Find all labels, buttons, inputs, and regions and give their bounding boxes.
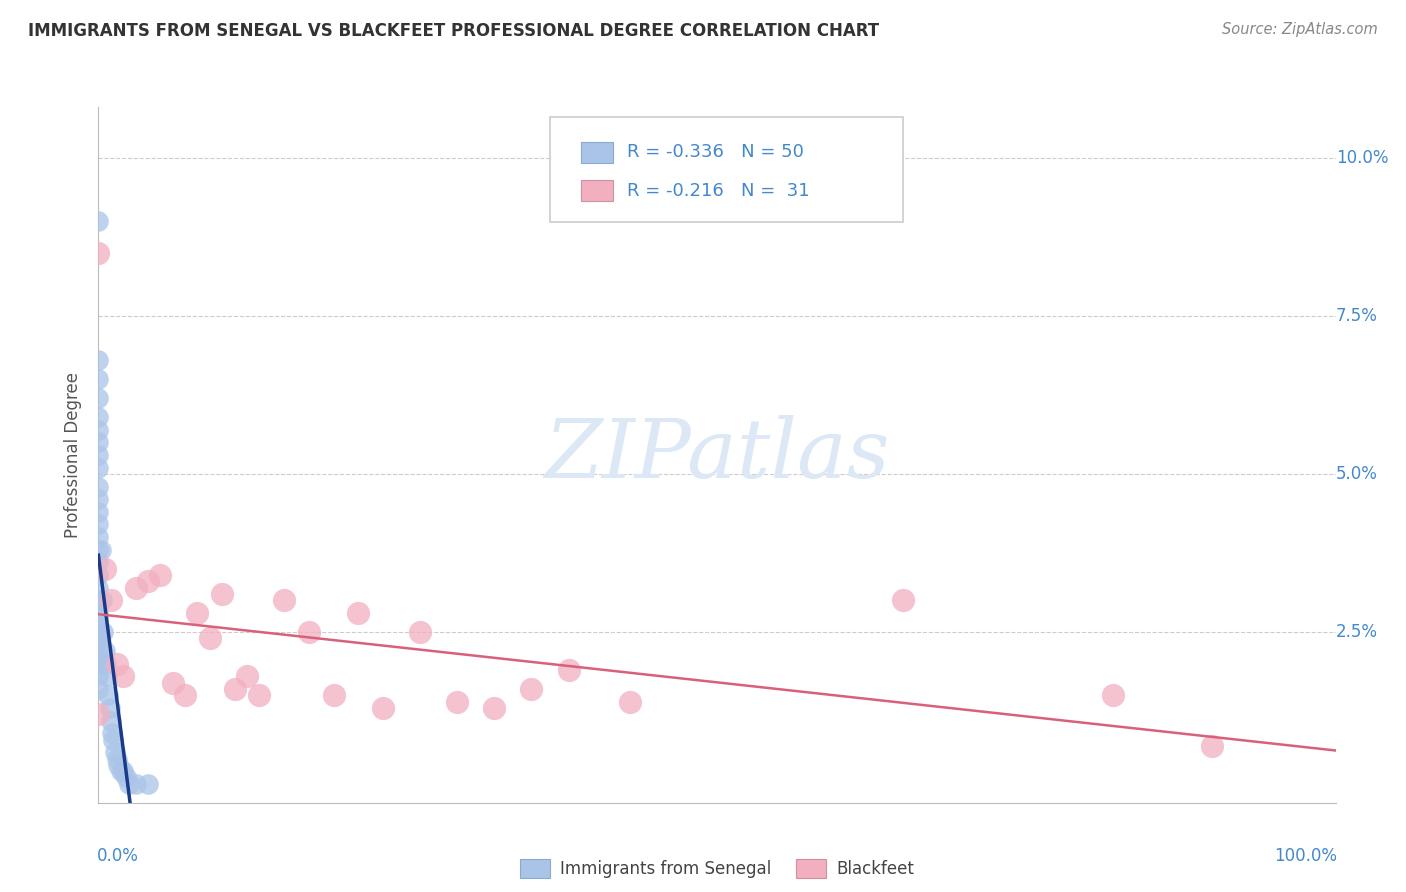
Point [105, 751, 128, 765]
Point [87, 657, 110, 671]
Point [236, 669, 259, 683]
Point [90, 542, 112, 557]
Point [87, 435, 110, 450]
Point [124, 777, 146, 791]
Point [87, 644, 110, 658]
Point [87, 448, 110, 462]
Point [98, 701, 121, 715]
Point [87, 581, 110, 595]
Text: IMMIGRANTS FROM SENEGAL VS BLACKFEET PROFESSIONAL DEGREE CORRELATION CHART: IMMIGRANTS FROM SENEGAL VS BLACKFEET PRO… [28, 22, 879, 40]
Point [94, 657, 117, 671]
Text: 100.0%: 100.0% [1274, 847, 1337, 865]
Text: 0.0%: 0.0% [97, 847, 139, 865]
Point [118, 777, 141, 791]
Point [103, 732, 125, 747]
Point [112, 669, 135, 683]
Text: Source: ZipAtlas.com: Source: ZipAtlas.com [1222, 22, 1378, 37]
Point [87, 409, 110, 424]
Point [93, 562, 115, 576]
Point [87, 556, 110, 570]
Point [87, 479, 110, 493]
Text: 10.0%: 10.0% [1336, 149, 1388, 167]
Point [149, 568, 172, 582]
Point [87, 372, 110, 386]
Point [87, 568, 110, 582]
Point [87, 632, 110, 646]
Point [1201, 739, 1223, 753]
Point [136, 777, 159, 791]
Y-axis label: Professional Degree: Professional Degree [65, 372, 83, 538]
Text: R = -0.216   N =  31: R = -0.216 N = 31 [627, 182, 810, 200]
Point [371, 701, 394, 715]
Point [112, 764, 135, 779]
Point [136, 574, 159, 589]
Point [87, 353, 110, 368]
Point [87, 517, 110, 532]
Point [103, 745, 125, 759]
Point [557, 663, 579, 677]
Point [87, 625, 110, 640]
Point [93, 644, 115, 658]
Point [87, 618, 110, 632]
FancyBboxPatch shape [581, 180, 613, 201]
Point [891, 593, 914, 607]
Text: 2.5%: 2.5% [1336, 623, 1378, 641]
Point [520, 681, 543, 696]
Point [87, 460, 110, 475]
Point [87, 606, 110, 620]
Point [110, 764, 132, 779]
Point [107, 757, 129, 772]
Point [162, 675, 184, 690]
Point [186, 606, 208, 620]
Point [247, 688, 270, 702]
Point [124, 581, 146, 595]
Point [87, 650, 110, 665]
Text: R = -0.336   N = 50: R = -0.336 N = 50 [627, 144, 804, 161]
Point [322, 688, 344, 702]
FancyBboxPatch shape [550, 118, 903, 222]
Point [87, 542, 110, 557]
Point [87, 423, 110, 437]
Point [174, 688, 197, 702]
Point [87, 214, 110, 228]
Point [484, 701, 506, 715]
Point [87, 530, 110, 544]
Point [87, 638, 110, 652]
Point [224, 681, 246, 696]
Point [101, 726, 124, 740]
Text: 5.0%: 5.0% [1336, 465, 1378, 483]
Point [100, 714, 122, 728]
Point [97, 688, 120, 702]
Point [96, 669, 118, 683]
Point [87, 391, 110, 405]
Point [105, 657, 128, 671]
Point [87, 669, 110, 683]
Point [211, 587, 233, 601]
Point [114, 771, 136, 785]
Point [409, 625, 432, 640]
Point [87, 492, 110, 507]
Point [198, 632, 221, 646]
Point [87, 612, 110, 626]
Point [619, 695, 641, 709]
Point [87, 593, 110, 607]
Point [91, 593, 114, 607]
Point [87, 707, 110, 722]
Point [298, 625, 321, 640]
Point [446, 695, 468, 709]
Text: 7.5%: 7.5% [1336, 307, 1378, 325]
Point [93, 625, 115, 640]
Point [100, 593, 122, 607]
Point [273, 593, 295, 607]
Point [87, 505, 110, 519]
Point [87, 681, 110, 696]
Point [87, 245, 110, 260]
Point [1102, 688, 1125, 702]
Legend: Immigrants from Senegal, Blackfeet: Immigrants from Senegal, Blackfeet [513, 853, 921, 885]
Point [347, 606, 370, 620]
FancyBboxPatch shape [581, 142, 613, 162]
Text: ZIPatlas: ZIPatlas [544, 415, 890, 495]
